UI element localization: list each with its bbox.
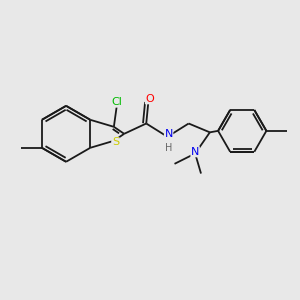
Text: S: S xyxy=(112,137,119,147)
Text: N: N xyxy=(164,129,173,140)
Text: N: N xyxy=(191,147,199,157)
Text: Cl: Cl xyxy=(111,97,122,107)
Text: O: O xyxy=(146,94,154,104)
Text: H: H xyxy=(165,143,172,153)
